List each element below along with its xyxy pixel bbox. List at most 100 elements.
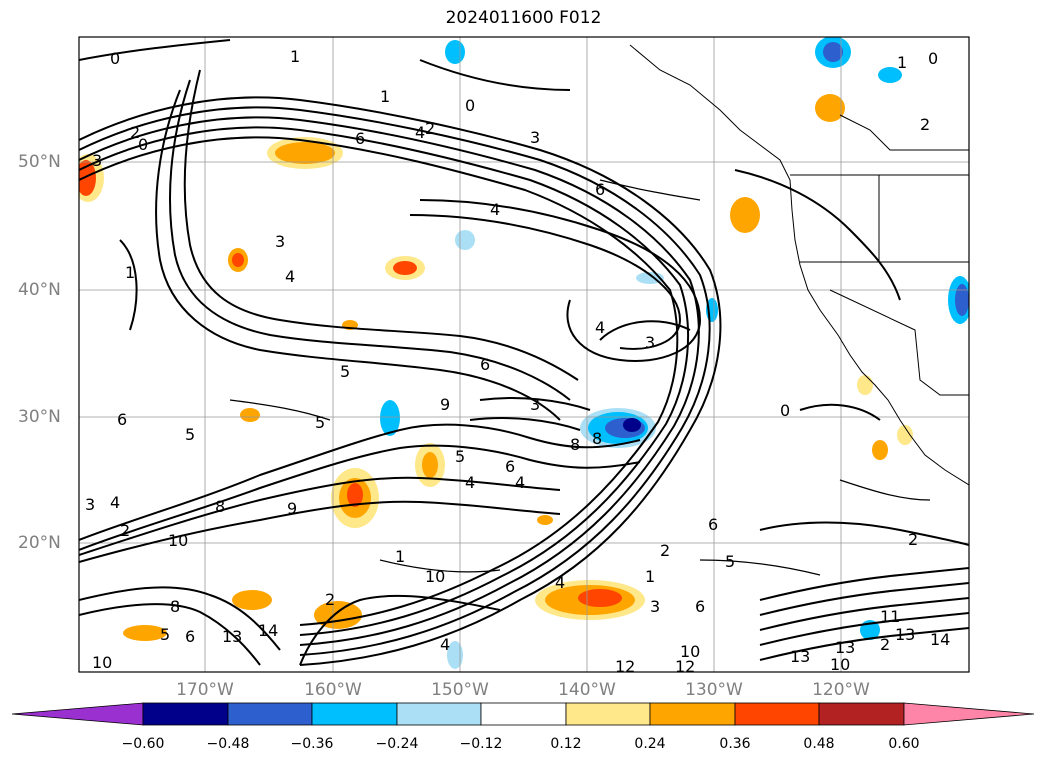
contour-label: 0 bbox=[780, 401, 790, 420]
colorbar-tick-label: −0.36 bbox=[290, 736, 334, 752]
contour-label: 10 bbox=[168, 531, 188, 550]
colorbar-tick-label: −0.12 bbox=[459, 736, 503, 752]
contour-label: 3 bbox=[92, 151, 102, 170]
colorbar-bin bbox=[818, 702, 905, 726]
contour-label: 5 bbox=[315, 413, 325, 432]
contour-label: 4 bbox=[415, 123, 425, 142]
contour-label: 13 bbox=[835, 638, 855, 657]
shaded-anomalies bbox=[79, 37, 969, 669]
colorbar-bin bbox=[565, 702, 651, 726]
contour-lines bbox=[79, 39, 969, 666]
contour-label: 3 bbox=[530, 395, 540, 414]
colorbar-tick-label: 0.36 bbox=[719, 736, 751, 752]
colorbar-bin bbox=[734, 702, 820, 726]
contour-label: 14 bbox=[930, 630, 950, 649]
plot-border bbox=[78, 36, 970, 673]
contour-label: 9 bbox=[287, 499, 297, 518]
lat-label: 50°N bbox=[18, 152, 61, 172]
contour-label: 2 bbox=[660, 541, 670, 560]
contour-label: 1 bbox=[645, 567, 655, 586]
contour-label: 12 bbox=[615, 657, 635, 676]
contour-label: 6 bbox=[695, 597, 705, 616]
colorbar-bin bbox=[396, 702, 482, 726]
lon-label: 170°W bbox=[176, 680, 234, 700]
contour-label: 0 bbox=[110, 49, 120, 68]
contour-label: 9 bbox=[440, 395, 450, 414]
contour-label: 0 bbox=[138, 135, 148, 154]
contour-label: 2 bbox=[920, 115, 930, 134]
contour-label: 13 bbox=[222, 627, 242, 646]
lat-label: 40°N bbox=[18, 280, 61, 300]
contour-label: 4 bbox=[110, 493, 120, 512]
lat-label: 20°N bbox=[18, 533, 61, 553]
lon-label: 140°W bbox=[558, 680, 616, 700]
contour-label: 0 bbox=[928, 49, 938, 68]
lon-label: 130°W bbox=[685, 680, 743, 700]
contour-label: 3 bbox=[275, 232, 285, 251]
colorbar-tick-label: 0.60 bbox=[888, 736, 920, 752]
contour-label: 2 bbox=[120, 521, 130, 540]
contour-label: 6 bbox=[355, 129, 365, 148]
colorbar-tick-label: 0.12 bbox=[550, 736, 582, 752]
contour-label: 2 bbox=[908, 530, 918, 549]
contour-label: 3 bbox=[645, 333, 655, 352]
contour-label: 5 bbox=[340, 362, 350, 381]
coastlines bbox=[629, 44, 969, 486]
colorbar-tick-label: 0.24 bbox=[634, 736, 666, 752]
contour-label: 1 bbox=[897, 53, 907, 72]
contour-label: 8 bbox=[170, 597, 180, 616]
colorbar-tick-label: −0.48 bbox=[206, 736, 250, 752]
contour-label: 4 bbox=[440, 635, 450, 654]
lon-label: 160°W bbox=[304, 680, 362, 700]
colorbar-tick-label: 0.48 bbox=[803, 736, 835, 752]
contour-label: 14 bbox=[258, 621, 278, 640]
contour-label: 3 bbox=[530, 128, 540, 147]
contour-label: 5 bbox=[455, 447, 465, 466]
contour-label: 8 bbox=[570, 435, 580, 454]
contour-label: 6 bbox=[595, 180, 605, 199]
contour-label: 6 bbox=[480, 355, 490, 374]
contour-label: 8 bbox=[215, 497, 225, 516]
contour-label: 10 bbox=[830, 655, 850, 674]
contour-label: 3 bbox=[85, 495, 95, 514]
contour-label: 10 bbox=[425, 567, 445, 586]
contour-label: 6 bbox=[117, 410, 127, 429]
contour-label: 4 bbox=[595, 318, 605, 337]
colorbar-bin bbox=[142, 702, 229, 726]
contour-label: 6 bbox=[708, 515, 718, 534]
map-plot-area: 0 1 1 0 3 2 4 6 6 4 3 4 1 4 3 6 5 5 5 6 … bbox=[79, 37, 969, 676]
contour-number-labels: 0 1 1 0 3 2 4 6 6 4 3 4 1 4 3 6 5 5 5 6 … bbox=[85, 47, 950, 676]
contour-label: 1 bbox=[125, 263, 135, 282]
contour-label: 1 bbox=[395, 547, 405, 566]
contour-label: 10 bbox=[680, 642, 700, 661]
contour-label: 13 bbox=[895, 625, 915, 644]
colorbar-extend-min bbox=[11, 702, 144, 726]
contour-label: 0 bbox=[465, 96, 475, 115]
contour-label: 6 bbox=[505, 457, 515, 476]
contour-label: 2 bbox=[325, 590, 335, 609]
contour-label: 13 bbox=[790, 647, 810, 666]
contour-label: 4 bbox=[465, 473, 475, 492]
lat-label: 30°N bbox=[18, 407, 61, 427]
contour-label: 4 bbox=[555, 573, 565, 592]
contour-label: 6 bbox=[185, 627, 195, 646]
graticule bbox=[79, 37, 969, 672]
colorbar-bin bbox=[311, 702, 398, 726]
colorbar-tick-label: −0.24 bbox=[375, 736, 419, 752]
lon-label: 150°W bbox=[431, 680, 489, 700]
colorbar-bin bbox=[480, 702, 567, 726]
contour-label: 2 bbox=[880, 635, 890, 654]
colorbar-tick-label: −0.60 bbox=[121, 736, 165, 752]
contour-label: 4 bbox=[285, 267, 295, 286]
colorbar bbox=[11, 702, 1035, 726]
contour-label: 2 bbox=[425, 119, 435, 138]
contour-label: 1 bbox=[290, 47, 300, 66]
colorbar-extend-max bbox=[903, 702, 1035, 726]
contour-label: 2 bbox=[130, 123, 140, 142]
contour-label: 5 bbox=[160, 625, 170, 644]
contour-lines-thin bbox=[229, 179, 931, 576]
contour-label: 4 bbox=[515, 473, 525, 492]
contour-label: 4 bbox=[490, 200, 500, 219]
map-title: 2024011600 F012 bbox=[445, 8, 602, 28]
